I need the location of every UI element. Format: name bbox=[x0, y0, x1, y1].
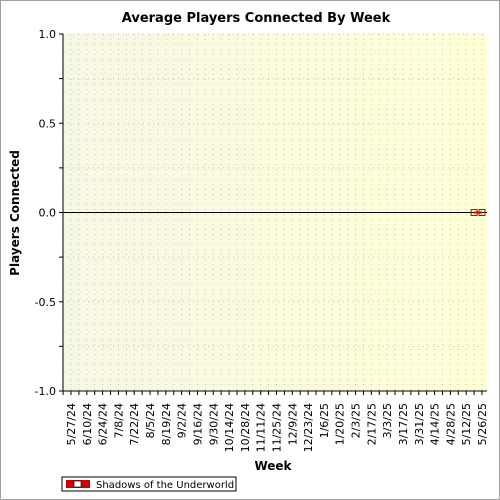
x-tick-label: 3/3/25 bbox=[381, 403, 394, 438]
x-tick-label: 7/22/24 bbox=[128, 403, 141, 445]
x-tick-label: 9/2/24 bbox=[176, 403, 189, 438]
x-tick-label: 4/14/25 bbox=[429, 403, 442, 445]
y-tick-label: 1.0 bbox=[39, 28, 57, 41]
data-point bbox=[470, 209, 478, 216]
y-tick-label: -0.5 bbox=[35, 296, 56, 309]
x-tick-label: 12/9/24 bbox=[286, 403, 299, 445]
x-tick-label: 7/8/24 bbox=[112, 403, 125, 438]
y-tick-label: -1.0 bbox=[35, 385, 56, 398]
x-tick-label: 11/11/24 bbox=[255, 403, 268, 452]
series-layer bbox=[470, 209, 486, 216]
x-tick-label: 6/10/24 bbox=[81, 403, 94, 445]
y-axis-ticks: 1.0 0.5 0.0 -0.5 -1.0 bbox=[35, 28, 63, 398]
x-tick-label: 1/20/25 bbox=[334, 403, 347, 445]
x-tick-label: 3/31/25 bbox=[413, 403, 426, 445]
data-point bbox=[478, 209, 486, 216]
x-tick-label: 2/3/25 bbox=[350, 403, 363, 438]
y-tick-label: 0.5 bbox=[39, 117, 57, 130]
x-axis-ticks: 5/27/24 6/10/24 6/24/24 7/8/24 7/22/24 8/5/24… bbox=[62, 391, 489, 452]
y-axis-title: Players Connected bbox=[8, 150, 22, 276]
x-axis-title: Week bbox=[254, 459, 292, 473]
x-tick-label: 5/27/24 bbox=[65, 403, 78, 445]
legend-box bbox=[61, 476, 237, 492]
x-tick-label: 8/19/24 bbox=[160, 403, 173, 445]
x-tick-label: 11/25/24 bbox=[271, 403, 284, 452]
x-tick-label: 3/17/25 bbox=[397, 403, 410, 445]
x-tick-label: 10/14/24 bbox=[223, 403, 236, 452]
legend: Shadows of the Underworld bbox=[61, 476, 237, 492]
chart-title: Average Players Connected By Week bbox=[122, 11, 391, 26]
legend-marker bbox=[73, 480, 82, 488]
x-tick-label: 1/6/25 bbox=[318, 403, 331, 438]
x-tick-label: 8/5/24 bbox=[144, 403, 157, 438]
x-tick-label: 9/16/24 bbox=[191, 403, 204, 445]
x-tick-label: 5/12/25 bbox=[460, 403, 473, 445]
x-tick-label: 12/23/24 bbox=[302, 403, 315, 452]
legend-label: Shadows of the Underworld bbox=[96, 480, 234, 491]
x-tick-label: 9/30/24 bbox=[207, 403, 220, 445]
x-tick-label: 5/26/25 bbox=[476, 403, 489, 445]
x-tick-label: 2/17/25 bbox=[365, 403, 378, 445]
y-tick-label: 0.0 bbox=[39, 207, 57, 220]
x-tick-label: 6/24/24 bbox=[97, 403, 110, 445]
x-tick-label: 10/28/24 bbox=[239, 403, 252, 452]
x-tick-label: 4/28/25 bbox=[444, 403, 457, 445]
